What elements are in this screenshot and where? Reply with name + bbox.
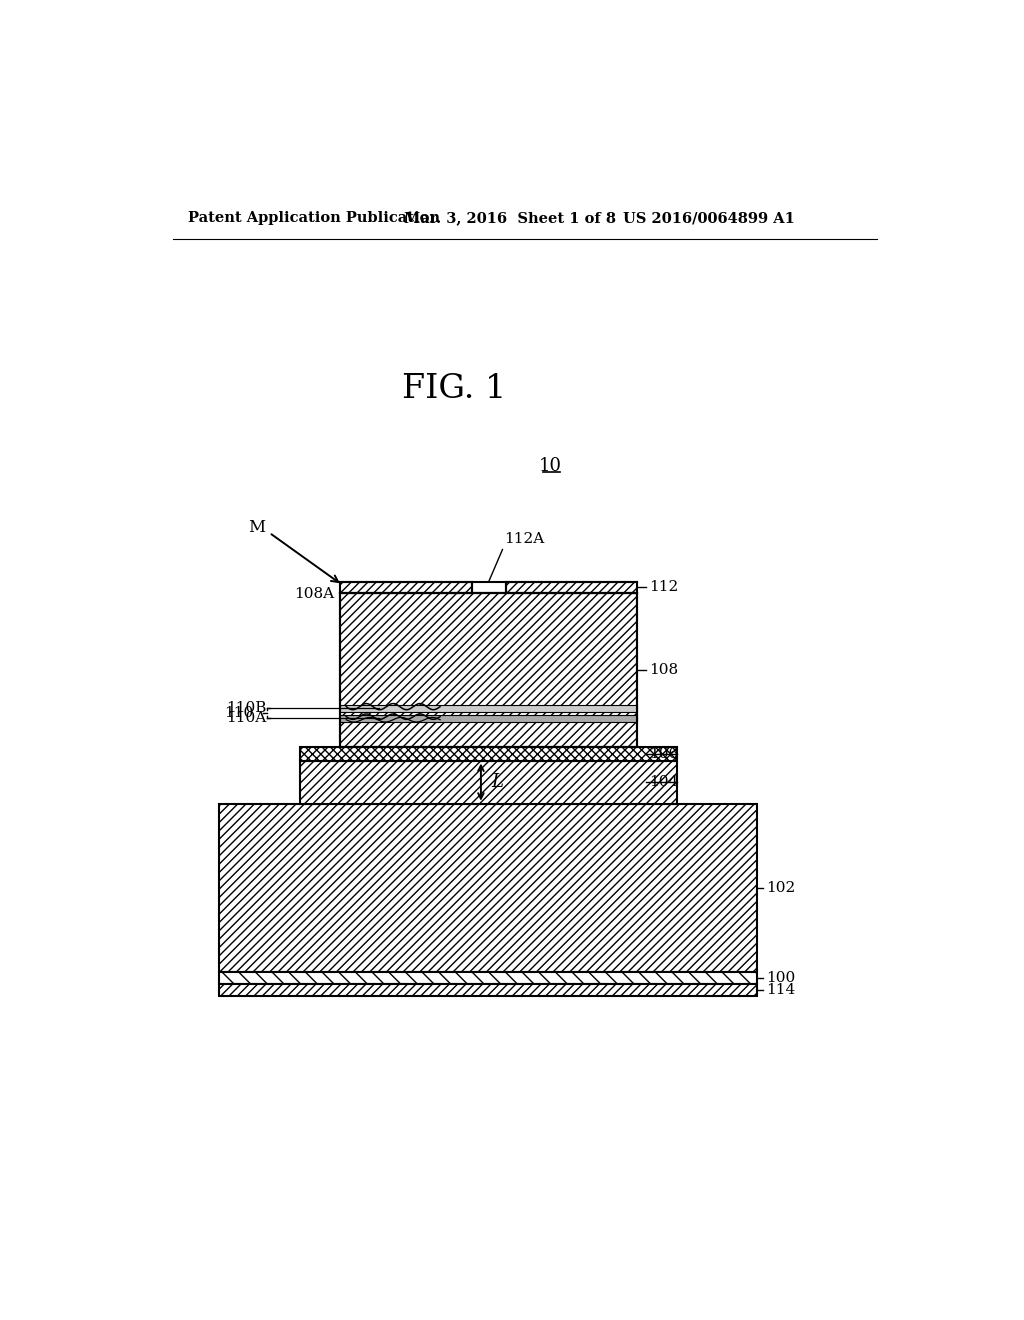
Text: 104: 104 — [649, 775, 678, 789]
Text: M: M — [248, 520, 265, 536]
Bar — [340, 582, 472, 594]
Text: 100: 100 — [766, 970, 795, 985]
Text: 110B: 110B — [226, 701, 267, 715]
Text: 112: 112 — [649, 581, 678, 594]
Bar — [219, 804, 757, 972]
Bar — [506, 582, 637, 594]
Text: 108: 108 — [649, 664, 678, 677]
Bar — [219, 983, 757, 997]
Text: Patent Application Publication: Patent Application Publication — [188, 211, 440, 226]
Text: 10: 10 — [539, 458, 562, 475]
Text: FIG. 1: FIG. 1 — [401, 374, 506, 405]
Text: 110A: 110A — [226, 711, 267, 725]
Bar — [300, 760, 677, 804]
Bar — [300, 747, 677, 760]
Text: 102: 102 — [766, 880, 795, 895]
Text: 108A: 108A — [294, 586, 334, 601]
Text: 112A: 112A — [504, 532, 545, 546]
Bar — [340, 594, 637, 747]
Bar — [340, 705, 637, 711]
Text: US 2016/0064899 A1: US 2016/0064899 A1 — [624, 211, 796, 226]
Text: 106: 106 — [649, 747, 678, 760]
Text: 110: 110 — [223, 706, 253, 721]
Text: 114: 114 — [766, 983, 795, 997]
Bar — [219, 972, 757, 983]
Text: Mar. 3, 2016  Sheet 1 of 8: Mar. 3, 2016 Sheet 1 of 8 — [403, 211, 615, 226]
Text: L: L — [492, 774, 504, 791]
Bar — [340, 715, 637, 722]
